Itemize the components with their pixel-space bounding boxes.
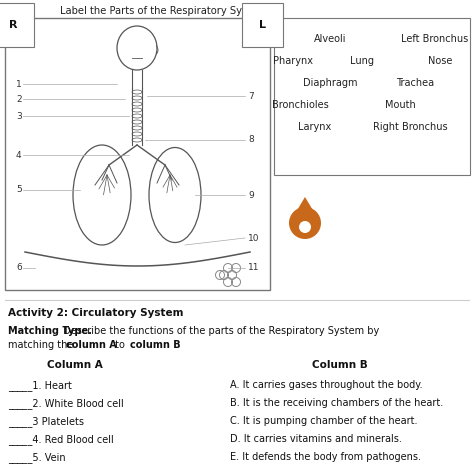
Text: Activity 2: Circulatory System: Activity 2: Circulatory System (8, 308, 183, 318)
Bar (274, 18, 470, 175)
Circle shape (299, 221, 311, 233)
Text: Lung: Lung (350, 56, 374, 66)
Text: _____3 Platelets: _____3 Platelets (8, 416, 84, 427)
Bar (5, 18, 270, 290)
Polygon shape (293, 197, 317, 217)
Text: 4: 4 (16, 151, 22, 159)
Text: 10: 10 (248, 234, 259, 243)
Text: column B: column B (130, 340, 181, 350)
Text: _____1. Heart: _____1. Heart (8, 380, 72, 391)
Text: B. It is the receiving chambers of the heart.: B. It is the receiving chambers of the h… (230, 398, 443, 408)
Text: _____4. Red Blood cell: _____4. Red Blood cell (8, 434, 114, 445)
Text: Right Bronchus: Right Bronchus (373, 122, 447, 132)
Text: 8: 8 (248, 136, 254, 145)
Text: D. It carries vitamins and minerals.: D. It carries vitamins and minerals. (230, 434, 402, 444)
Text: _____5. Vein: _____5. Vein (8, 452, 65, 463)
Text: 6: 6 (16, 264, 22, 273)
Text: Matching Type.: Matching Type. (8, 326, 92, 336)
Text: Column B: Column B (312, 360, 368, 370)
Text: Larynx: Larynx (298, 122, 332, 132)
Text: Alveoli: Alveoli (314, 34, 346, 44)
Text: Left Bronchus: Left Bronchus (401, 34, 469, 44)
Text: Label the Parts of the Respiratory System: Label the Parts of the Respiratory Syste… (60, 6, 267, 16)
Text: Nose: Nose (428, 56, 452, 66)
Text: L: L (259, 20, 266, 30)
Text: Trachea: Trachea (396, 78, 434, 88)
Text: Mouth: Mouth (384, 100, 415, 110)
Text: R: R (9, 20, 18, 30)
Text: A. It carries gases throughout the body.: A. It carries gases throughout the body. (230, 380, 423, 390)
Text: E. It defends the body from pathogens.: E. It defends the body from pathogens. (230, 452, 421, 462)
Text: 9: 9 (248, 191, 254, 200)
Text: 7: 7 (248, 91, 254, 100)
Text: 2: 2 (16, 94, 22, 103)
Text: Diaphragm: Diaphragm (303, 78, 357, 88)
Text: 11: 11 (248, 264, 259, 273)
Text: C. It is pumping chamber of the heart.: C. It is pumping chamber of the heart. (230, 416, 418, 426)
Circle shape (289, 207, 321, 239)
Text: _____2. White Blood cell: _____2. White Blood cell (8, 398, 124, 409)
Text: to: to (112, 340, 128, 350)
Text: Describe the functions of the parts of the Respiratory System by: Describe the functions of the parts of t… (60, 326, 379, 336)
Text: column A: column A (66, 340, 117, 350)
Text: matching the: matching the (8, 340, 76, 350)
Text: 5: 5 (16, 185, 22, 194)
Text: 3: 3 (16, 111, 22, 120)
Text: Pharynx: Pharynx (273, 56, 313, 66)
Text: Column A: Column A (47, 360, 103, 370)
Text: .: . (175, 340, 178, 350)
Text: 1: 1 (16, 80, 22, 89)
Text: Bronchioles: Bronchioles (272, 100, 328, 110)
